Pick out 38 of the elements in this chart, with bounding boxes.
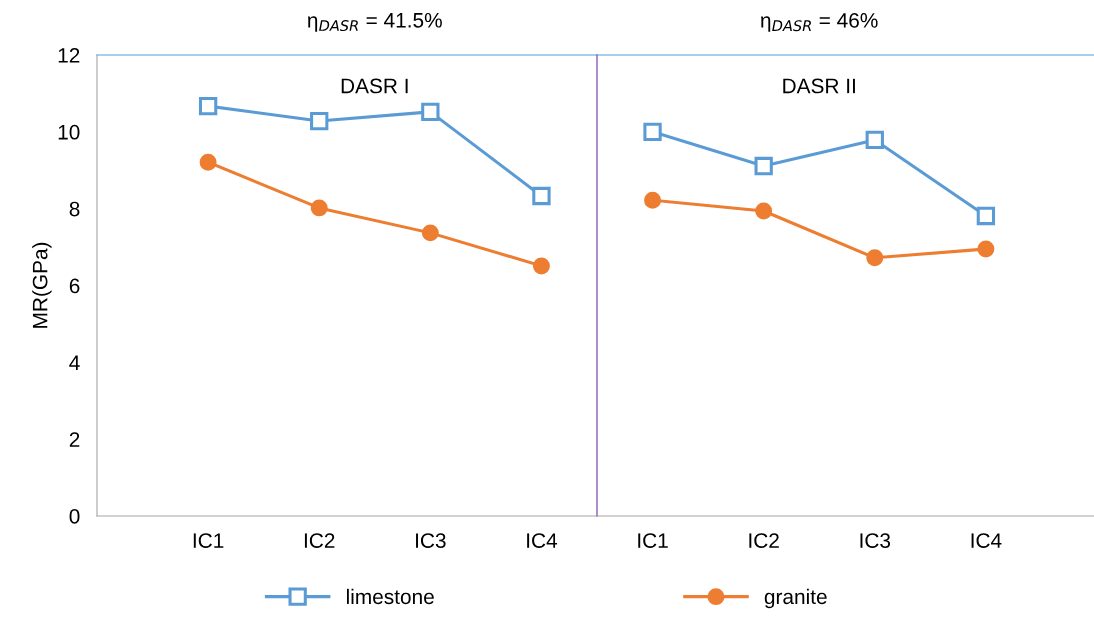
point xyxy=(754,156,773,176)
point xyxy=(421,224,439,242)
point xyxy=(310,199,328,217)
annotation: DASR II xyxy=(783,78,855,94)
y-tick-label: 6 xyxy=(69,278,80,294)
point xyxy=(532,186,551,206)
annotation: DASR I xyxy=(341,78,408,94)
y-tick-label: 0 xyxy=(69,509,80,524)
point xyxy=(421,102,440,122)
x-tick-label: IC1 xyxy=(638,533,668,548)
y-tick-label: 10 xyxy=(58,124,80,140)
y-tick-label: 8 xyxy=(69,201,80,217)
x-tick-label: IC2 xyxy=(304,533,335,548)
point xyxy=(198,96,218,116)
point xyxy=(644,191,662,209)
text: η$_{DASR}$ = 41.5% xyxy=(307,12,442,32)
x-tick-label: IC2 xyxy=(749,533,779,548)
point xyxy=(976,206,996,226)
point xyxy=(310,111,329,131)
legend-label: granite xyxy=(764,588,827,609)
point xyxy=(865,130,884,150)
legend-label: limestone xyxy=(346,588,434,605)
point xyxy=(532,257,550,275)
point xyxy=(866,249,884,267)
y-tick-label: 4 xyxy=(69,355,80,370)
y-tick-label: 12 xyxy=(58,48,80,63)
point xyxy=(755,202,773,220)
x-tick-label: IC4 xyxy=(527,533,558,548)
x-tick-label: IC3 xyxy=(860,533,891,548)
text: η$_{DASR}$ = 46% xyxy=(761,12,878,32)
x-tick-label: IC4 xyxy=(971,533,1002,548)
point xyxy=(977,240,995,258)
y-axis-title: MR(GPa) xyxy=(32,242,52,328)
x-tick-label: IC3 xyxy=(416,533,446,548)
point xyxy=(643,122,662,141)
point xyxy=(199,153,217,171)
x-tick-label: IC1 xyxy=(193,533,224,548)
y-tick-label: 2 xyxy=(69,432,80,447)
